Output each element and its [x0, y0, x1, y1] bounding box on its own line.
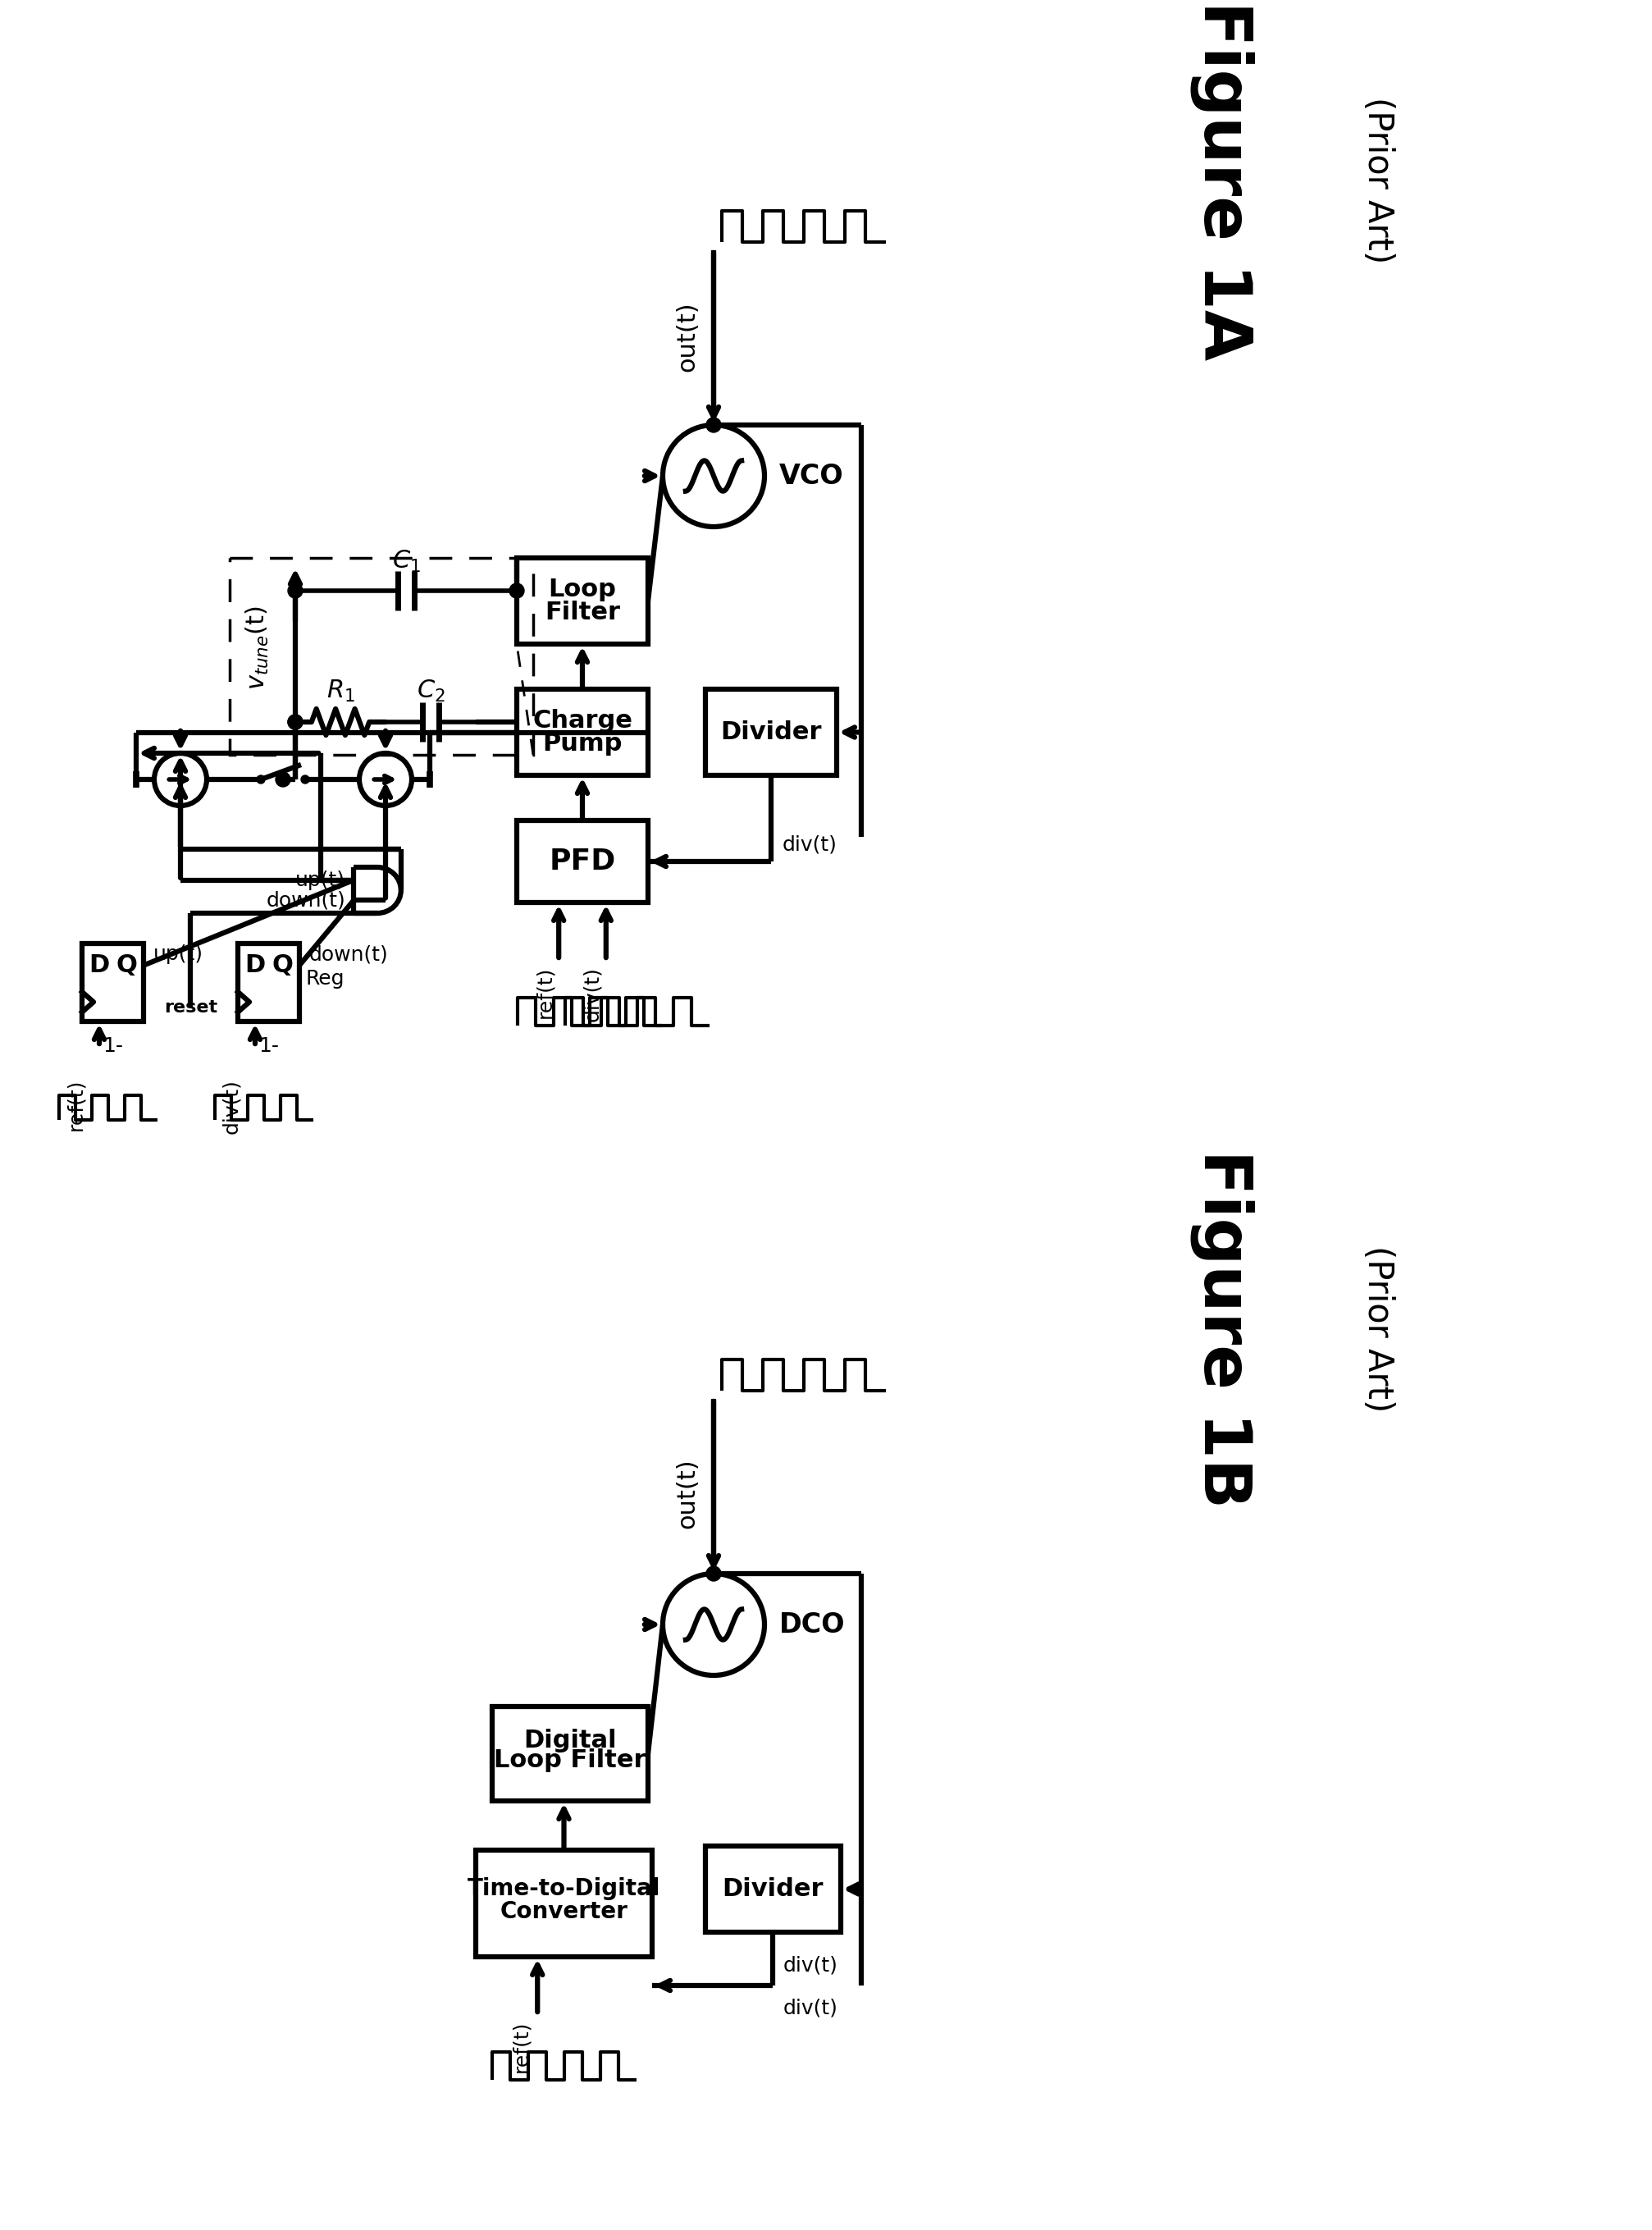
Text: Figure 1A: Figure 1A	[1189, 0, 1254, 361]
Text: Divider: Divider	[720, 720, 821, 745]
Bar	[492, 1706, 648, 1802]
Text: up(t): up(t)	[154, 946, 203, 963]
Text: $R_1$: $R_1$	[325, 678, 355, 705]
Text: Converter: Converter	[501, 1900, 628, 1922]
Circle shape	[509, 584, 524, 598]
Bar	[517, 558, 648, 644]
Text: 1-: 1-	[102, 1037, 122, 1057]
Text: Q: Q	[271, 954, 292, 977]
Text: Filter: Filter	[545, 600, 620, 624]
Text: Charge: Charge	[532, 709, 633, 734]
Text: div(t): div(t)	[781, 836, 838, 854]
Bar	[705, 689, 836, 776]
Circle shape	[705, 1565, 720, 1581]
Text: Loop Filter: Loop Filter	[494, 1748, 646, 1773]
Text: Figure 1B: Figure 1B	[1189, 1151, 1254, 1507]
Bar	[705, 1846, 841, 1931]
Text: DCO: DCO	[778, 1610, 844, 1639]
Text: Q: Q	[116, 954, 137, 977]
Bar	[230, 558, 534, 754]
Text: ref(t): ref(t)	[510, 2020, 530, 2072]
Text: up(t): up(t)	[296, 870, 345, 890]
Text: ref(t): ref(t)	[535, 966, 555, 1019]
Circle shape	[287, 714, 302, 729]
Bar	[476, 1851, 653, 1956]
Circle shape	[705, 417, 720, 433]
Text: $v_{tune}$(t): $v_{tune}$(t)	[244, 607, 271, 691]
Circle shape	[276, 772, 291, 787]
Text: D: D	[89, 954, 109, 977]
Text: out(t): out(t)	[674, 1458, 699, 1528]
Text: (Prior Art): (Prior Art)	[1360, 98, 1394, 263]
Text: Reg: Reg	[306, 968, 345, 988]
Circle shape	[256, 776, 264, 783]
Circle shape	[287, 584, 302, 598]
Text: reset: reset	[164, 999, 218, 1015]
Text: div(t): div(t)	[783, 1956, 838, 1976]
Text: (Prior Art): (Prior Art)	[1360, 1247, 1394, 1412]
Text: $C_2$: $C_2$	[416, 678, 444, 705]
Text: $C_1$: $C_1$	[392, 549, 420, 575]
Bar	[517, 689, 648, 776]
Text: down(t): down(t)	[309, 946, 388, 963]
Text: Loop: Loop	[548, 578, 616, 602]
Text: 1-: 1-	[258, 1037, 279, 1057]
Bar	[83, 943, 144, 1021]
Text: VCO: VCO	[778, 462, 843, 488]
Bar	[517, 821, 648, 903]
Text: ref(t): ref(t)	[66, 1079, 86, 1131]
Text: div(t): div(t)	[582, 966, 601, 1021]
Text: Time-to-Digital: Time-to-Digital	[468, 1878, 661, 1900]
Text: out(t): out(t)	[674, 301, 699, 372]
Circle shape	[287, 714, 302, 729]
Text: div(t): div(t)	[221, 1079, 241, 1133]
Text: Divider: Divider	[722, 1878, 823, 1900]
Text: down(t): down(t)	[266, 890, 345, 910]
Bar	[238, 943, 299, 1021]
Text: PFD: PFD	[548, 847, 616, 876]
Text: D: D	[244, 954, 266, 977]
Text: Digital: Digital	[524, 1728, 616, 1753]
Text: div(t): div(t)	[783, 1998, 838, 2018]
Text: Pump: Pump	[542, 731, 623, 756]
Circle shape	[301, 776, 309, 783]
